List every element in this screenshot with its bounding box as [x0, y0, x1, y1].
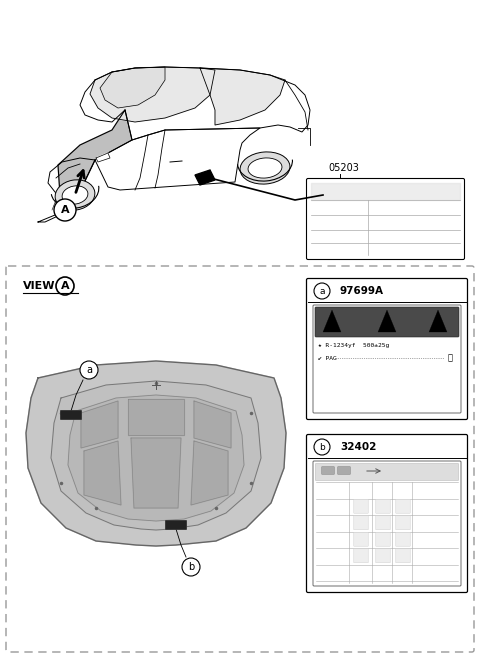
Polygon shape — [58, 110, 132, 210]
FancyBboxPatch shape — [396, 549, 410, 562]
FancyBboxPatch shape — [313, 461, 461, 586]
FancyBboxPatch shape — [307, 279, 468, 420]
FancyBboxPatch shape — [166, 520, 187, 530]
Polygon shape — [26, 361, 286, 546]
Polygon shape — [378, 310, 396, 332]
FancyBboxPatch shape — [354, 549, 368, 562]
Text: ★ R-1234yf  500±25g: ★ R-1234yf 500±25g — [318, 344, 389, 348]
FancyBboxPatch shape — [60, 411, 82, 420]
Polygon shape — [128, 399, 184, 435]
Ellipse shape — [55, 180, 95, 210]
FancyBboxPatch shape — [315, 307, 459, 337]
Text: 97699A: 97699A — [340, 286, 384, 296]
Polygon shape — [80, 67, 310, 140]
Text: a: a — [86, 365, 92, 375]
Polygon shape — [191, 441, 228, 505]
FancyBboxPatch shape — [307, 179, 465, 260]
Polygon shape — [131, 438, 181, 508]
Text: b: b — [319, 443, 325, 451]
FancyBboxPatch shape — [313, 305, 461, 413]
Circle shape — [182, 558, 200, 576]
FancyBboxPatch shape — [354, 532, 368, 546]
Polygon shape — [38, 158, 95, 222]
Text: a: a — [319, 286, 325, 296]
Polygon shape — [84, 441, 121, 505]
FancyBboxPatch shape — [6, 266, 474, 652]
FancyBboxPatch shape — [338, 466, 350, 474]
FancyBboxPatch shape — [315, 463, 458, 480]
Polygon shape — [51, 381, 261, 530]
Polygon shape — [429, 310, 447, 332]
Polygon shape — [200, 68, 285, 125]
FancyBboxPatch shape — [376, 532, 390, 546]
FancyBboxPatch shape — [396, 499, 410, 513]
Text: ✔ PAG: ✔ PAG — [318, 355, 337, 361]
Polygon shape — [90, 67, 215, 122]
FancyBboxPatch shape — [307, 434, 468, 593]
Circle shape — [56, 277, 74, 295]
Text: A: A — [60, 281, 69, 291]
Polygon shape — [195, 170, 215, 185]
Polygon shape — [81, 401, 118, 448]
Polygon shape — [100, 67, 165, 108]
Circle shape — [54, 199, 76, 221]
FancyBboxPatch shape — [354, 499, 368, 513]
Circle shape — [314, 439, 330, 455]
FancyBboxPatch shape — [396, 532, 410, 546]
FancyBboxPatch shape — [396, 516, 410, 530]
Circle shape — [80, 361, 98, 379]
Polygon shape — [194, 401, 231, 448]
Ellipse shape — [248, 158, 282, 178]
Text: 05203: 05203 — [328, 163, 359, 173]
Polygon shape — [323, 310, 341, 332]
Polygon shape — [68, 395, 244, 521]
FancyBboxPatch shape — [376, 516, 390, 530]
Circle shape — [314, 283, 330, 299]
FancyBboxPatch shape — [376, 549, 390, 562]
FancyBboxPatch shape — [354, 516, 368, 530]
Text: b: b — [188, 562, 194, 572]
Ellipse shape — [240, 152, 290, 184]
FancyBboxPatch shape — [322, 466, 334, 474]
Polygon shape — [95, 128, 260, 190]
Text: VIEW: VIEW — [23, 281, 56, 291]
Text: ⓣ: ⓣ — [447, 353, 453, 363]
Polygon shape — [96, 153, 110, 162]
Text: 32402: 32402 — [340, 442, 376, 452]
FancyBboxPatch shape — [376, 499, 390, 513]
Text: A: A — [60, 205, 69, 215]
Ellipse shape — [62, 186, 88, 204]
